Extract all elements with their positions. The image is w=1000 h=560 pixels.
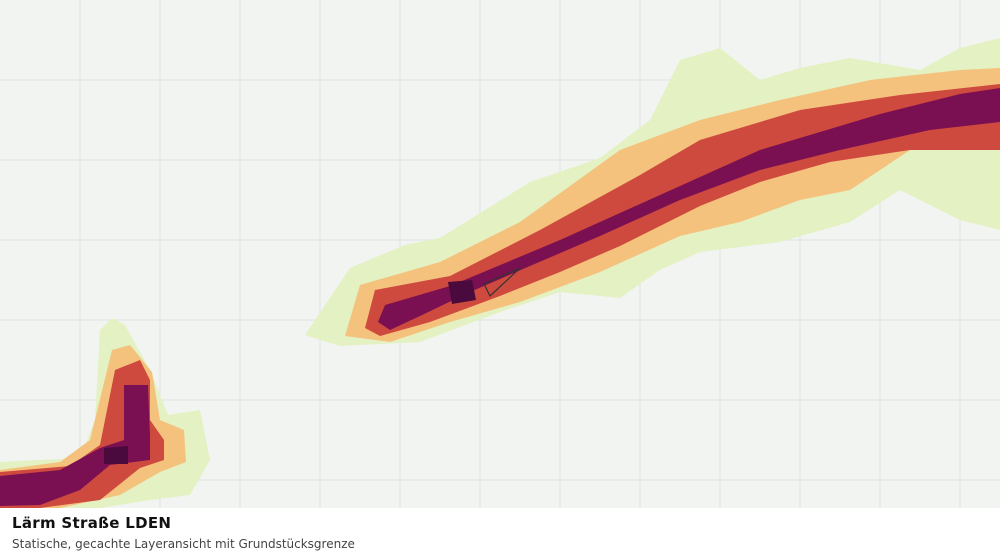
noise-layer [0,38,1000,508]
caption-bar: Lärm Straße LDEN Statische, gecachte Lay… [0,508,1000,560]
layer-title: Lärm Straße LDEN [12,514,172,532]
map [0,0,1000,508]
layer-subtitle: Statische, gecachte Layeransicht mit Gru… [12,537,355,551]
